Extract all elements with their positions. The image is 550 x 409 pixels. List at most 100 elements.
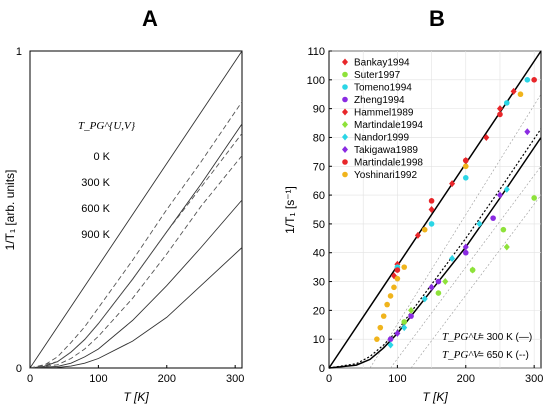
panel-b-data-point — [449, 180, 456, 188]
panel-b-data-point — [387, 336, 394, 342]
panel-b-data-point — [428, 206, 435, 213]
panel-b-annotation-label: T_PG^U — [442, 331, 482, 343]
panel-b-data-point — [428, 198, 435, 204]
panel-b-legend-marker — [342, 121, 348, 128]
panel-b-data-point — [496, 191, 503, 199]
panel-a-legend-entry: 900 K — [81, 229, 110, 241]
panel-b-legend-label: Martindale1998 — [354, 158, 423, 169]
panel-b-guide-line — [369, 94, 542, 369]
panel-b-data-point — [384, 301, 390, 308]
panel-b-data-point — [401, 319, 408, 325]
panel-a-annotation-title: T_PG^{U,V} — [78, 120, 136, 132]
panel-b-legend-label: Yoshinari1992 — [354, 170, 417, 181]
panel-b-legend-marker — [342, 58, 348, 66]
panel-b-data-point — [483, 133, 490, 141]
panel-b-data-point — [517, 91, 524, 98]
panel-b-data-point — [449, 254, 456, 262]
panel-b-legend-label: Bankay1994 — [354, 58, 410, 69]
panel-b-data-point — [408, 313, 414, 319]
panel-a-y-tick-label: 1 — [16, 46, 22, 58]
panel-b-data-point — [469, 266, 476, 274]
panel-b-y-tick-label: 110 — [307, 46, 325, 58]
panel-b-data-point — [462, 249, 469, 256]
panel-b-annotation-label: T_PG^V — [442, 349, 481, 361]
panel-b-data-point — [391, 284, 397, 291]
panel-b-y-tick-label: 10 — [313, 334, 325, 346]
panel-b-legend-label: Hammel1989 — [354, 108, 414, 119]
panel-a-x-tick-label: 200 — [158, 373, 176, 385]
panel-b-data-point — [421, 295, 428, 303]
panel-b-data-point — [462, 157, 469, 164]
panel-b-data-point — [510, 87, 517, 95]
panel-b-y-tick-label: 50 — [313, 219, 325, 231]
panel-b-legend-marker — [342, 108, 348, 116]
panel-b-data-point — [500, 226, 507, 233]
panel-b-data-point — [401, 324, 408, 332]
panel-b-y-tick-label: 80 — [313, 132, 325, 144]
panel-b-y-tick-label: 0 — [319, 363, 325, 375]
panel-b-y-tick-label: 30 — [313, 277, 325, 289]
panel-b-x-tick-label: 100 — [388, 373, 406, 385]
panel-a-label: A — [142, 6, 158, 31]
panel-b-data-point — [435, 290, 442, 296]
panel-b-data-point — [490, 215, 496, 221]
panel-b-legend-marker — [342, 171, 348, 178]
panel-b-ylabel: 1/T₁ [s⁻¹] — [283, 186, 297, 234]
panel-b-data-point — [462, 175, 469, 181]
panel-b-guide-line — [390, 166, 542, 369]
panel-b-annotation-value: = 650 K (‐‐) — [478, 350, 529, 361]
panel-a-curve — [29, 155, 243, 369]
panel-b-data-point — [394, 329, 401, 337]
panel-b-data-point — [377, 324, 384, 331]
panel-a-curve — [29, 101, 243, 369]
panel-b-annotation-value: = 300 K (—) — [478, 332, 532, 343]
panel-b-data-point — [428, 221, 435, 227]
panel-b-y-tick-label: 100 — [307, 75, 325, 87]
panel-a-legend-entry: 600 K — [81, 203, 110, 215]
panel-a-ylabel: 1/T₁ [arb. units] — [3, 170, 17, 251]
panel-b-data-point — [414, 231, 421, 239]
panel-a-xlabel: T [K] — [123, 390, 149, 404]
panel-b-legend-label: Tomeno1994 — [354, 83, 412, 94]
panel-b-data-point — [394, 275, 401, 282]
panel-b-legend-marker — [342, 146, 348, 153]
panel-b-legend-marker — [342, 84, 348, 90]
panel-b-data-point — [524, 77, 531, 83]
panel-b-data-point — [503, 185, 510, 193]
panel-b-label: B — [429, 6, 445, 31]
panel-a-legend-entry: 0 K — [93, 151, 110, 163]
panel-b-y-tick-label: 60 — [313, 190, 325, 202]
panel-b-data-point — [408, 306, 415, 314]
panel-b-legend-marker — [342, 133, 348, 141]
panel-b-data-point — [524, 128, 531, 136]
panel-b-x-tick-label: 300 — [525, 373, 543, 385]
panel-b-legend-marker — [342, 71, 348, 78]
panel-b-data-point — [496, 105, 503, 113]
panel-b-y-tick-label: 90 — [313, 104, 325, 116]
panel-a-curve — [29, 247, 243, 369]
panel-b-data-point — [462, 243, 469, 251]
panel-b-data-point — [401, 264, 408, 270]
panel-a-legend-entry: 300 K — [81, 177, 110, 189]
panel-b-data-point — [421, 226, 428, 233]
panel-b-data-point — [442, 278, 449, 286]
panel-b-data-point — [374, 336, 380, 342]
panel-b-data-point — [428, 283, 435, 291]
panel-b-data-point — [497, 111, 503, 118]
panel-b-data-point — [462, 163, 469, 170]
panel-b-data-point — [435, 278, 442, 285]
panel-b-data-point — [387, 293, 394, 299]
panel-b-y-tick-label: 20 — [313, 305, 325, 317]
panel-a-curve — [29, 50, 243, 369]
panel-b-xlabel: T [K] — [422, 390, 448, 404]
panel-b-legend-label: Martindale1994 — [354, 120, 423, 131]
panel-a-x-tick-label: 100 — [89, 373, 107, 385]
panel-b-legend-marker — [342, 159, 348, 165]
panel-b-data-point — [531, 195, 537, 201]
panel-b-legend-marker — [342, 96, 348, 103]
panel-b-data-point — [504, 100, 510, 106]
panel-b-data-point — [394, 267, 401, 273]
panel-a: A 0 100 200 300 01 T [K] 1/T₁ [arb. units] … — [3, 6, 244, 404]
panel-b: B 0 100 200 300 0 10 20 30 40 50 60 70 80 90 100 110 T… — [283, 6, 543, 404]
